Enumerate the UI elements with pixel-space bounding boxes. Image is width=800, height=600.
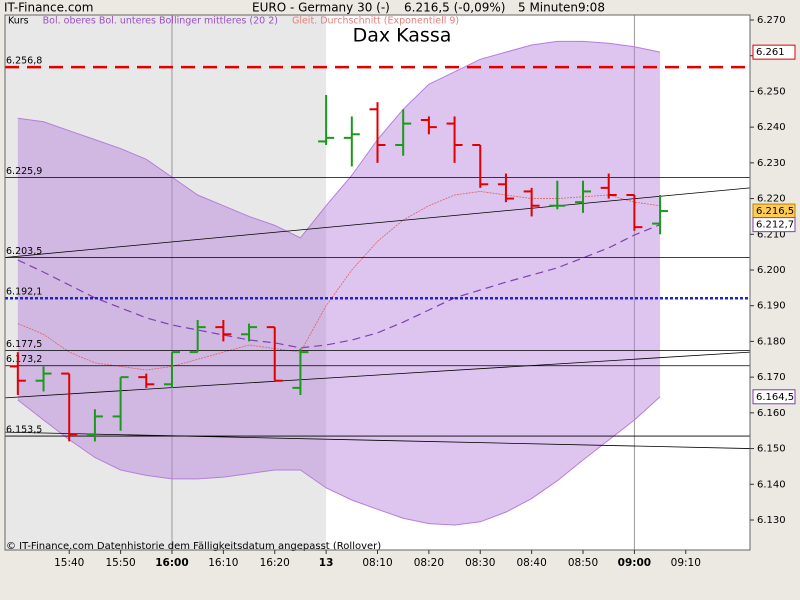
trend-line: [4, 351, 751, 399]
y-tick-label: 6.180: [757, 336, 786, 347]
x-tick-label: 08:50: [568, 557, 598, 569]
y-tick-label: 6.210: [757, 229, 786, 240]
x-tick-label: 16:00: [155, 557, 188, 569]
level-label: 6.153,5: [6, 425, 42, 436]
legend-entry: Bol. oberes Bol. unteres Bollinger mittl…: [43, 16, 278, 27]
y-tick-label: 6.220: [757, 194, 786, 205]
price-tag-label: 6.164,5: [756, 392, 794, 403]
x-tick-label: 16:10: [208, 557, 238, 569]
y-tick-label: 6.130: [757, 515, 786, 526]
bollinger-fill: [17, 41, 661, 526]
x-tick-label: 15:50: [105, 557, 135, 569]
x-tick-label: 16:20: [260, 557, 290, 569]
y-tick-label: 6.250: [757, 86, 786, 97]
y-tick-label: 6.140: [757, 479, 786, 490]
x-tick-label: 08:30: [465, 557, 495, 569]
level-label: 6.173,2: [6, 354, 42, 365]
x-tick-label: 13: [319, 557, 334, 569]
level-label: 6.177,5: [6, 339, 42, 350]
legend-entry: Gleit. Durchschnitt (Exponentiell 9): [292, 16, 459, 27]
footer: © IT-Finance.com Datenhistorie dem Fälli…: [6, 541, 381, 552]
y-tick-label: 6.190: [757, 301, 786, 312]
price-tag: [752, 217, 796, 233]
time: 9:08: [578, 1, 605, 15]
x-tick-label: 15:40: [54, 557, 84, 569]
bollinger-lower: [17, 396, 661, 526]
y-tick-label: 6.150: [757, 444, 786, 455]
price-tag: [752, 389, 796, 405]
bollinger-upper: [17, 40, 661, 239]
y-tick-label: 6.270: [757, 15, 786, 26]
ema-line: [17, 191, 661, 371]
level-label: 6.256,8: [6, 56, 42, 67]
interval: 5 Minuten: [518, 1, 578, 15]
y-tick-label: 6.200: [757, 265, 786, 276]
price-tag-label: 6.216,5: [756, 206, 794, 217]
trend-line: [4, 431, 751, 449]
x-tick-label: 08:40: [517, 557, 547, 569]
price-tag: [752, 44, 796, 60]
y-tick-label: 6.240: [757, 122, 786, 133]
instrument: EURO - Germany 30 (-): [252, 1, 390, 15]
price-tag-label: 6.212,7: [756, 220, 794, 231]
x-tick-label: 09:00: [618, 557, 651, 569]
legend-entry: Kurs: [8, 16, 29, 27]
quote: 6.216,5 (-0,09%): [404, 1, 505, 15]
y-tick-label: 6.230: [757, 158, 786, 169]
x-tick-label: 08:20: [414, 557, 444, 569]
site: IT-Finance.com: [4, 1, 93, 15]
x-tick-label: 09:10: [671, 557, 701, 569]
trend-line: [4, 187, 751, 258]
chart-title: Dax Kassa: [353, 25, 452, 47]
level-label: 6.203,5: [6, 246, 42, 257]
previous-session: [5, 15, 327, 550]
level-label: 6.225,9: [6, 166, 42, 177]
bollinger-middle: [17, 224, 661, 349]
level-label: 6.192,1: [6, 287, 42, 298]
y-tick-label: 6.170: [757, 372, 786, 383]
price-tag-label: 6.261: [756, 47, 785, 58]
x-tick-label: 08:10: [362, 557, 392, 569]
y-tick-label: 6.160: [757, 408, 786, 419]
